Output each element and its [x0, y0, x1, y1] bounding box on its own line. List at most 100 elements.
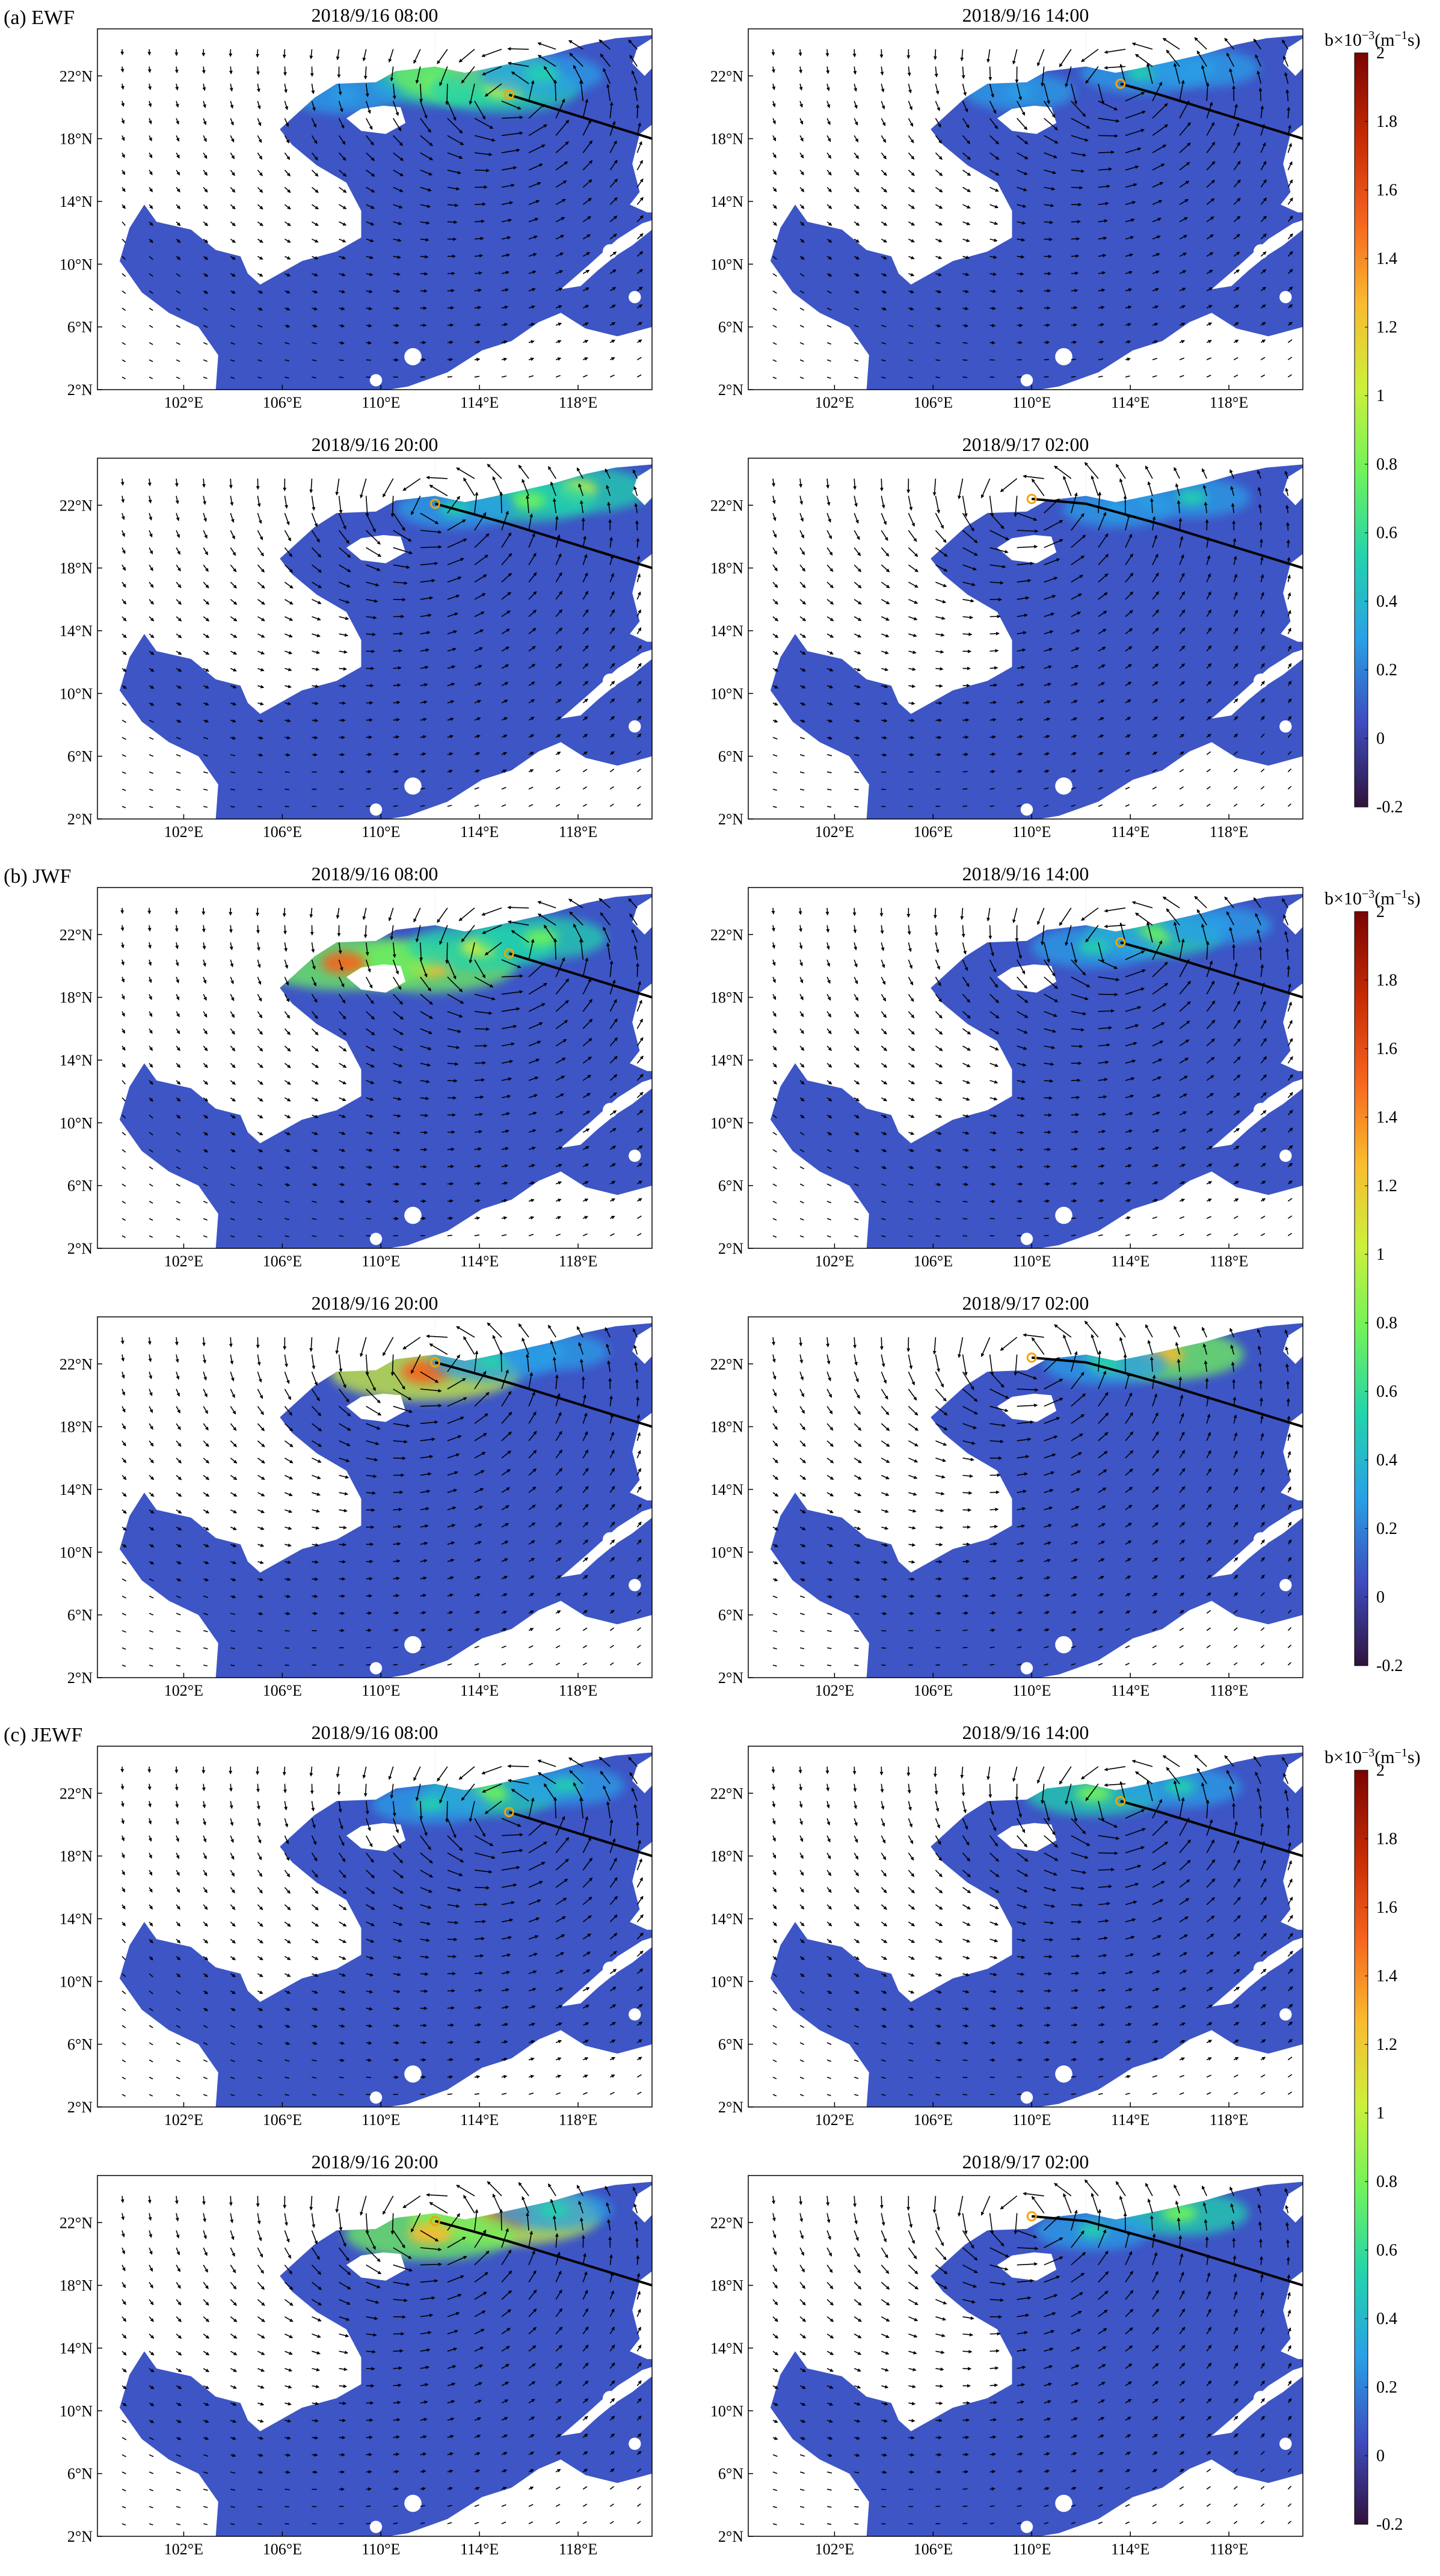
colorbar-tick-label: 0.8: [1376, 455, 1397, 474]
wind-arrow: [962, 771, 968, 773]
wind-arrow: [474, 236, 484, 241]
y-tick-label: 10°N: [710, 685, 743, 702]
wind-arrow: [528, 270, 537, 274]
y-tick-label: 14°N: [710, 1481, 743, 1498]
y-tick-label: 14°N: [60, 1052, 93, 1069]
island: [1020, 2521, 1033, 2533]
wind-arrow: [122, 342, 126, 345]
wind-arrow: [458, 49, 475, 63]
wind-arrow: [988, 925, 992, 940]
wind-arrow: [1098, 133, 1118, 138]
wind-arrow: [393, 2366, 402, 2370]
island: [369, 1233, 383, 1245]
y-tick-label: 14°N: [60, 2340, 93, 2357]
wind-arrow: [202, 66, 206, 74]
wind-arrow: [122, 152, 125, 158]
wind-arrow: [285, 342, 290, 345]
wind-arrow: [284, 238, 291, 243]
wind-arrow: [203, 342, 208, 345]
wind-arrow: [1044, 376, 1049, 378]
island: [629, 290, 641, 304]
wind-arrow: [312, 735, 318, 740]
wind-arrow: [555, 375, 561, 378]
wind-arrow: [582, 252, 591, 257]
wind-arrow: [962, 2076, 968, 2078]
y-tick-label: 10°N: [710, 1544, 743, 1561]
wind-arrow: [122, 273, 126, 277]
value-hotspot-core: [550, 1777, 581, 1794]
wind-arrow: [447, 2075, 454, 2079]
wind-arrow: [311, 135, 318, 144]
wind-arrow: [555, 357, 562, 361]
wind-arrow: [555, 161, 568, 171]
island: [629, 720, 641, 733]
island: [629, 2008, 641, 2021]
colorbar: b×10−3(m−1s)21.81.61.41.210.80.60.40.20-…: [1325, 888, 1420, 1675]
wind-arrow: [202, 2195, 206, 2206]
island: [603, 2391, 618, 2406]
wind-arrow: [415, 66, 421, 84]
wind-arrow: [202, 925, 206, 933]
wind-arrow: [447, 1937, 458, 1942]
wind-arrow: [230, 221, 236, 227]
wind-arrow: [366, 135, 374, 146]
wind-arrow: [176, 359, 180, 363]
x-tick-label: 106°E: [914, 1682, 953, 1699]
wind-arrow: [1071, 376, 1076, 378]
wind-arrow: [203, 152, 208, 159]
wind-arrow: [1258, 87, 1263, 102]
wind-arrow: [420, 186, 432, 192]
wind-arrow: [149, 376, 153, 379]
wind-arrow: [989, 1664, 995, 1666]
wind-arrow: [447, 100, 457, 121]
island: [629, 1578, 641, 1592]
y-tick-label: 2°N: [67, 381, 93, 399]
wind-arrow: [420, 204, 431, 208]
wind-arrow: [230, 325, 235, 328]
wind-arrow: [447, 170, 461, 174]
wind-arrow: [393, 2383, 402, 2387]
wind-arrow: [474, 1919, 487, 1924]
y-tick-label: 14°N: [60, 193, 93, 210]
y-tick-label: 6°N: [718, 319, 743, 336]
wind-arrow: [285, 1664, 289, 1666]
wind-arrow: [122, 170, 126, 176]
wind-arrow: [935, 684, 943, 688]
wind-arrow: [962, 649, 972, 654]
wind-arrow: [881, 788, 886, 790]
y-tick-label: 10°N: [60, 685, 93, 702]
x-tick-label: 106°E: [914, 1253, 953, 1270]
wind-arrow: [229, 1337, 233, 1348]
wind-arrow: [230, 170, 235, 176]
wind-arrow: [1098, 1868, 1115, 1872]
x-tick-label: 102°E: [164, 394, 203, 411]
panel-title: 2018/9/16 14:00: [962, 4, 1089, 26]
wind-arrow: [176, 221, 181, 227]
wind-arrow: [1258, 946, 1263, 960]
wind-arrow: [393, 255, 401, 259]
wind-arrow: [366, 238, 374, 242]
island: [603, 244, 618, 259]
wind-arrow: [366, 770, 372, 774]
colorbar-tick-label: 0.6: [1376, 524, 1397, 542]
wind-arrow: [339, 376, 344, 378]
wind-arrow: [366, 788, 371, 790]
wind-arrow: [528, 164, 543, 171]
wind-arrow: [461, 66, 475, 84]
wind-arrow: [176, 342, 180, 345]
island: [404, 1206, 422, 1224]
x-tick-label: 110°E: [362, 823, 400, 841]
wind-arrow: [393, 2023, 400, 2028]
panel-title: 2018/9/16 20:00: [312, 1292, 438, 1314]
wind-arrow: [339, 2418, 346, 2423]
colorbar-tick-label: 0: [1376, 729, 1385, 748]
wind-arrow: [447, 135, 464, 146]
colorbar-tick-label: 1.8: [1376, 971, 1397, 990]
y-tick-label: 2°N: [67, 811, 93, 828]
y-tick-label: 10°N: [60, 256, 93, 273]
wind-arrow: [366, 1218, 371, 1219]
wind-arrow: [149, 290, 153, 294]
wind-arrow: [1044, 340, 1050, 345]
